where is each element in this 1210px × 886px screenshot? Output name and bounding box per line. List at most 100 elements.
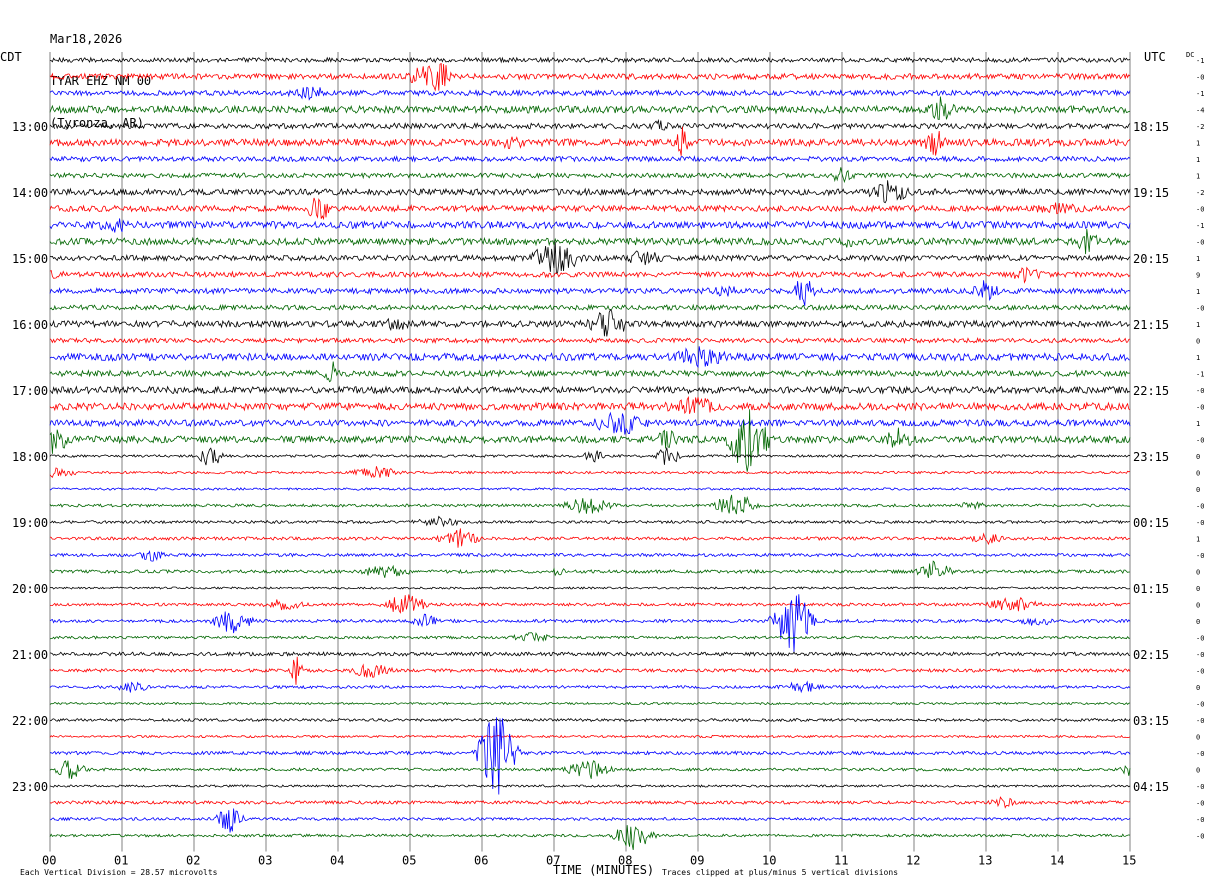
x-tick-label: 08 (618, 854, 632, 868)
trace-line (49, 361, 1131, 383)
dc-offset-label: -0 (1196, 635, 1204, 643)
trace-line (49, 303, 1131, 312)
dc-offset-label: 1 (1196, 420, 1200, 428)
dc-offset-label: 1 (1196, 354, 1200, 362)
trace-line (49, 656, 1131, 685)
left-hour-label: 20:00 (12, 582, 48, 596)
trace-line (49, 784, 1131, 788)
dc-offset-label: 1 (1196, 156, 1200, 164)
dc-offset-label: -0 (1196, 701, 1204, 709)
trace-line (49, 56, 1131, 64)
footer-division-note: Each Vertical Division = 28.57 microvolt… (20, 868, 218, 877)
trace-line (49, 86, 1131, 101)
right-hour-label: 20:15 (1133, 252, 1169, 266)
x-tick-label: 13 (978, 854, 992, 868)
dc-offset-label: -0 (1196, 833, 1204, 841)
axis-labels: 00 01 02 03 04 05 06 07 08 09 10 11 12 13 14 15-1-0-1-4… (12, 57, 1204, 868)
dc-offset-label: 9 (1196, 272, 1200, 280)
left-hour-label: 15:00 (12, 252, 48, 266)
trace-line (49, 825, 1131, 850)
dc-offset-label: -0 (1196, 437, 1204, 445)
dc-offset-label: 1 (1196, 288, 1200, 296)
trace-line (49, 280, 1131, 306)
right-hour-label: 18:15 (1133, 120, 1169, 134)
dc-offset-label: -0 (1196, 668, 1204, 676)
dc-offset-label: -0 (1196, 74, 1204, 82)
right-hour-label: 02:15 (1133, 648, 1169, 662)
x-tick-label: 02 (186, 854, 200, 868)
right-timezone-label: UTC (1144, 50, 1166, 64)
left-hour-label: 23:00 (12, 780, 48, 794)
trace-line (49, 241, 1131, 274)
x-tick-label: 07 (546, 854, 560, 868)
trace-line (49, 586, 1131, 590)
dc-offset-label: 0 (1196, 734, 1200, 742)
dc-offset-label: -0 (1196, 783, 1204, 791)
trace-line (49, 760, 1131, 779)
dc-offset-label: 0 (1196, 767, 1200, 775)
right-hour-label: 19:15 (1133, 186, 1169, 200)
trace-line (49, 218, 1131, 233)
dc-offset-label: -0 (1196, 305, 1204, 313)
trace-line (49, 717, 1131, 723)
right-hour-label: 23:15 (1133, 450, 1169, 464)
right-hour-label: 03:15 (1133, 714, 1169, 728)
trace-line (49, 717, 1131, 795)
left-hour-label: 18:00 (12, 450, 48, 464)
trace-line (49, 796, 1131, 809)
trace-line (49, 594, 1131, 653)
left-hour-label: 16:00 (12, 318, 48, 332)
dc-offset-label: 0 (1196, 569, 1200, 577)
dc-offset-label: -0 (1196, 404, 1204, 412)
dc-offset-label: -0 (1196, 552, 1204, 560)
dc-offset-label: -1 (1196, 90, 1204, 98)
seismic-traces (49, 56, 1131, 850)
right-hour-label: 22:15 (1133, 384, 1169, 398)
trace-line (49, 447, 1131, 466)
trace-line (49, 466, 1131, 479)
dc-offset-label: -4 (1196, 107, 1204, 115)
trace-line (49, 266, 1131, 284)
dc-offset-label: -0 (1196, 750, 1204, 758)
trace-line (49, 309, 1131, 337)
right-hour-label: 21:15 (1133, 318, 1169, 332)
trace-line (49, 228, 1131, 255)
dc-offset-label: -0 (1196, 816, 1204, 824)
trace-line (49, 550, 1131, 562)
dc-offset-label: -0 (1196, 717, 1204, 725)
dc-offset-label: -0 (1196, 800, 1204, 808)
x-tick-label: 00 (42, 854, 56, 868)
x-tick-label: 03 (258, 854, 272, 868)
dc-offset-label: 0 (1196, 684, 1200, 692)
trace-line (49, 346, 1131, 369)
trace-line (49, 808, 1131, 833)
dc-offset-label: 1 (1196, 140, 1200, 148)
left-hour-label: 13:00 (12, 120, 48, 134)
right-hour-label: 01:15 (1133, 582, 1169, 596)
dc-offset-label: -0 (1196, 387, 1204, 395)
dc-offset-label: 1 (1196, 321, 1200, 329)
x-tick-label: 05 (402, 854, 416, 868)
trace-line (49, 336, 1131, 345)
dc-offset-label: 0 (1196, 602, 1200, 610)
x-tick-label: 09 (690, 854, 704, 868)
x-tick-label: 04 (330, 854, 344, 868)
trace-line (49, 680, 1131, 694)
trace-line (49, 409, 1131, 472)
footer-clip-note: Traces clipped at plus/minus 5 vertical … (662, 868, 898, 877)
trace-line (49, 494, 1130, 515)
left-hour-label: 17:00 (12, 384, 48, 398)
trace-line (49, 594, 1131, 614)
trace-line (49, 126, 1131, 156)
trace-line (49, 411, 1131, 435)
trace-line (49, 62, 1131, 92)
left-hour-label: 14:00 (12, 186, 48, 200)
x-tick-label: 12 (906, 854, 920, 868)
trace-line (49, 651, 1131, 657)
dc-offset-label: 0 (1196, 618, 1200, 626)
dc-offset-label: -1 (1196, 222, 1204, 230)
right-hour-label: 00:15 (1133, 516, 1169, 530)
dc-offset-label: -0 (1196, 239, 1204, 247)
x-tick-label: 11 (834, 854, 848, 868)
